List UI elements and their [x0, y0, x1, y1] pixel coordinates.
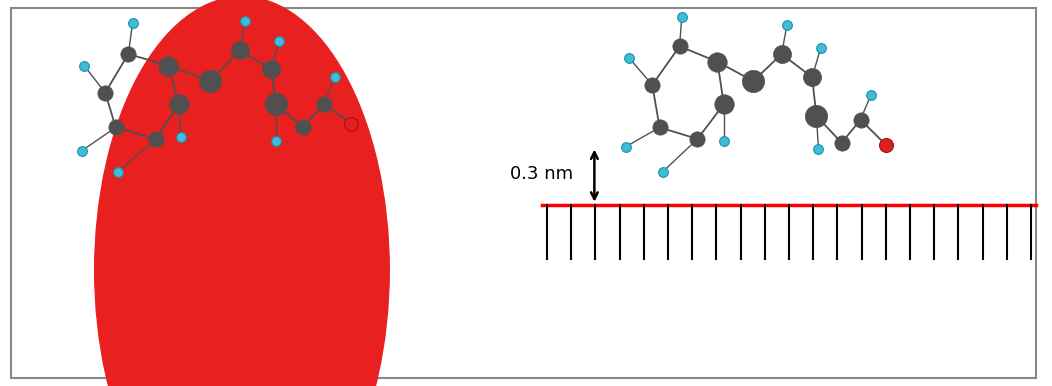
Text: 0.3 nm: 0.3 nm	[510, 165, 573, 183]
Ellipse shape	[95, 0, 389, 386]
